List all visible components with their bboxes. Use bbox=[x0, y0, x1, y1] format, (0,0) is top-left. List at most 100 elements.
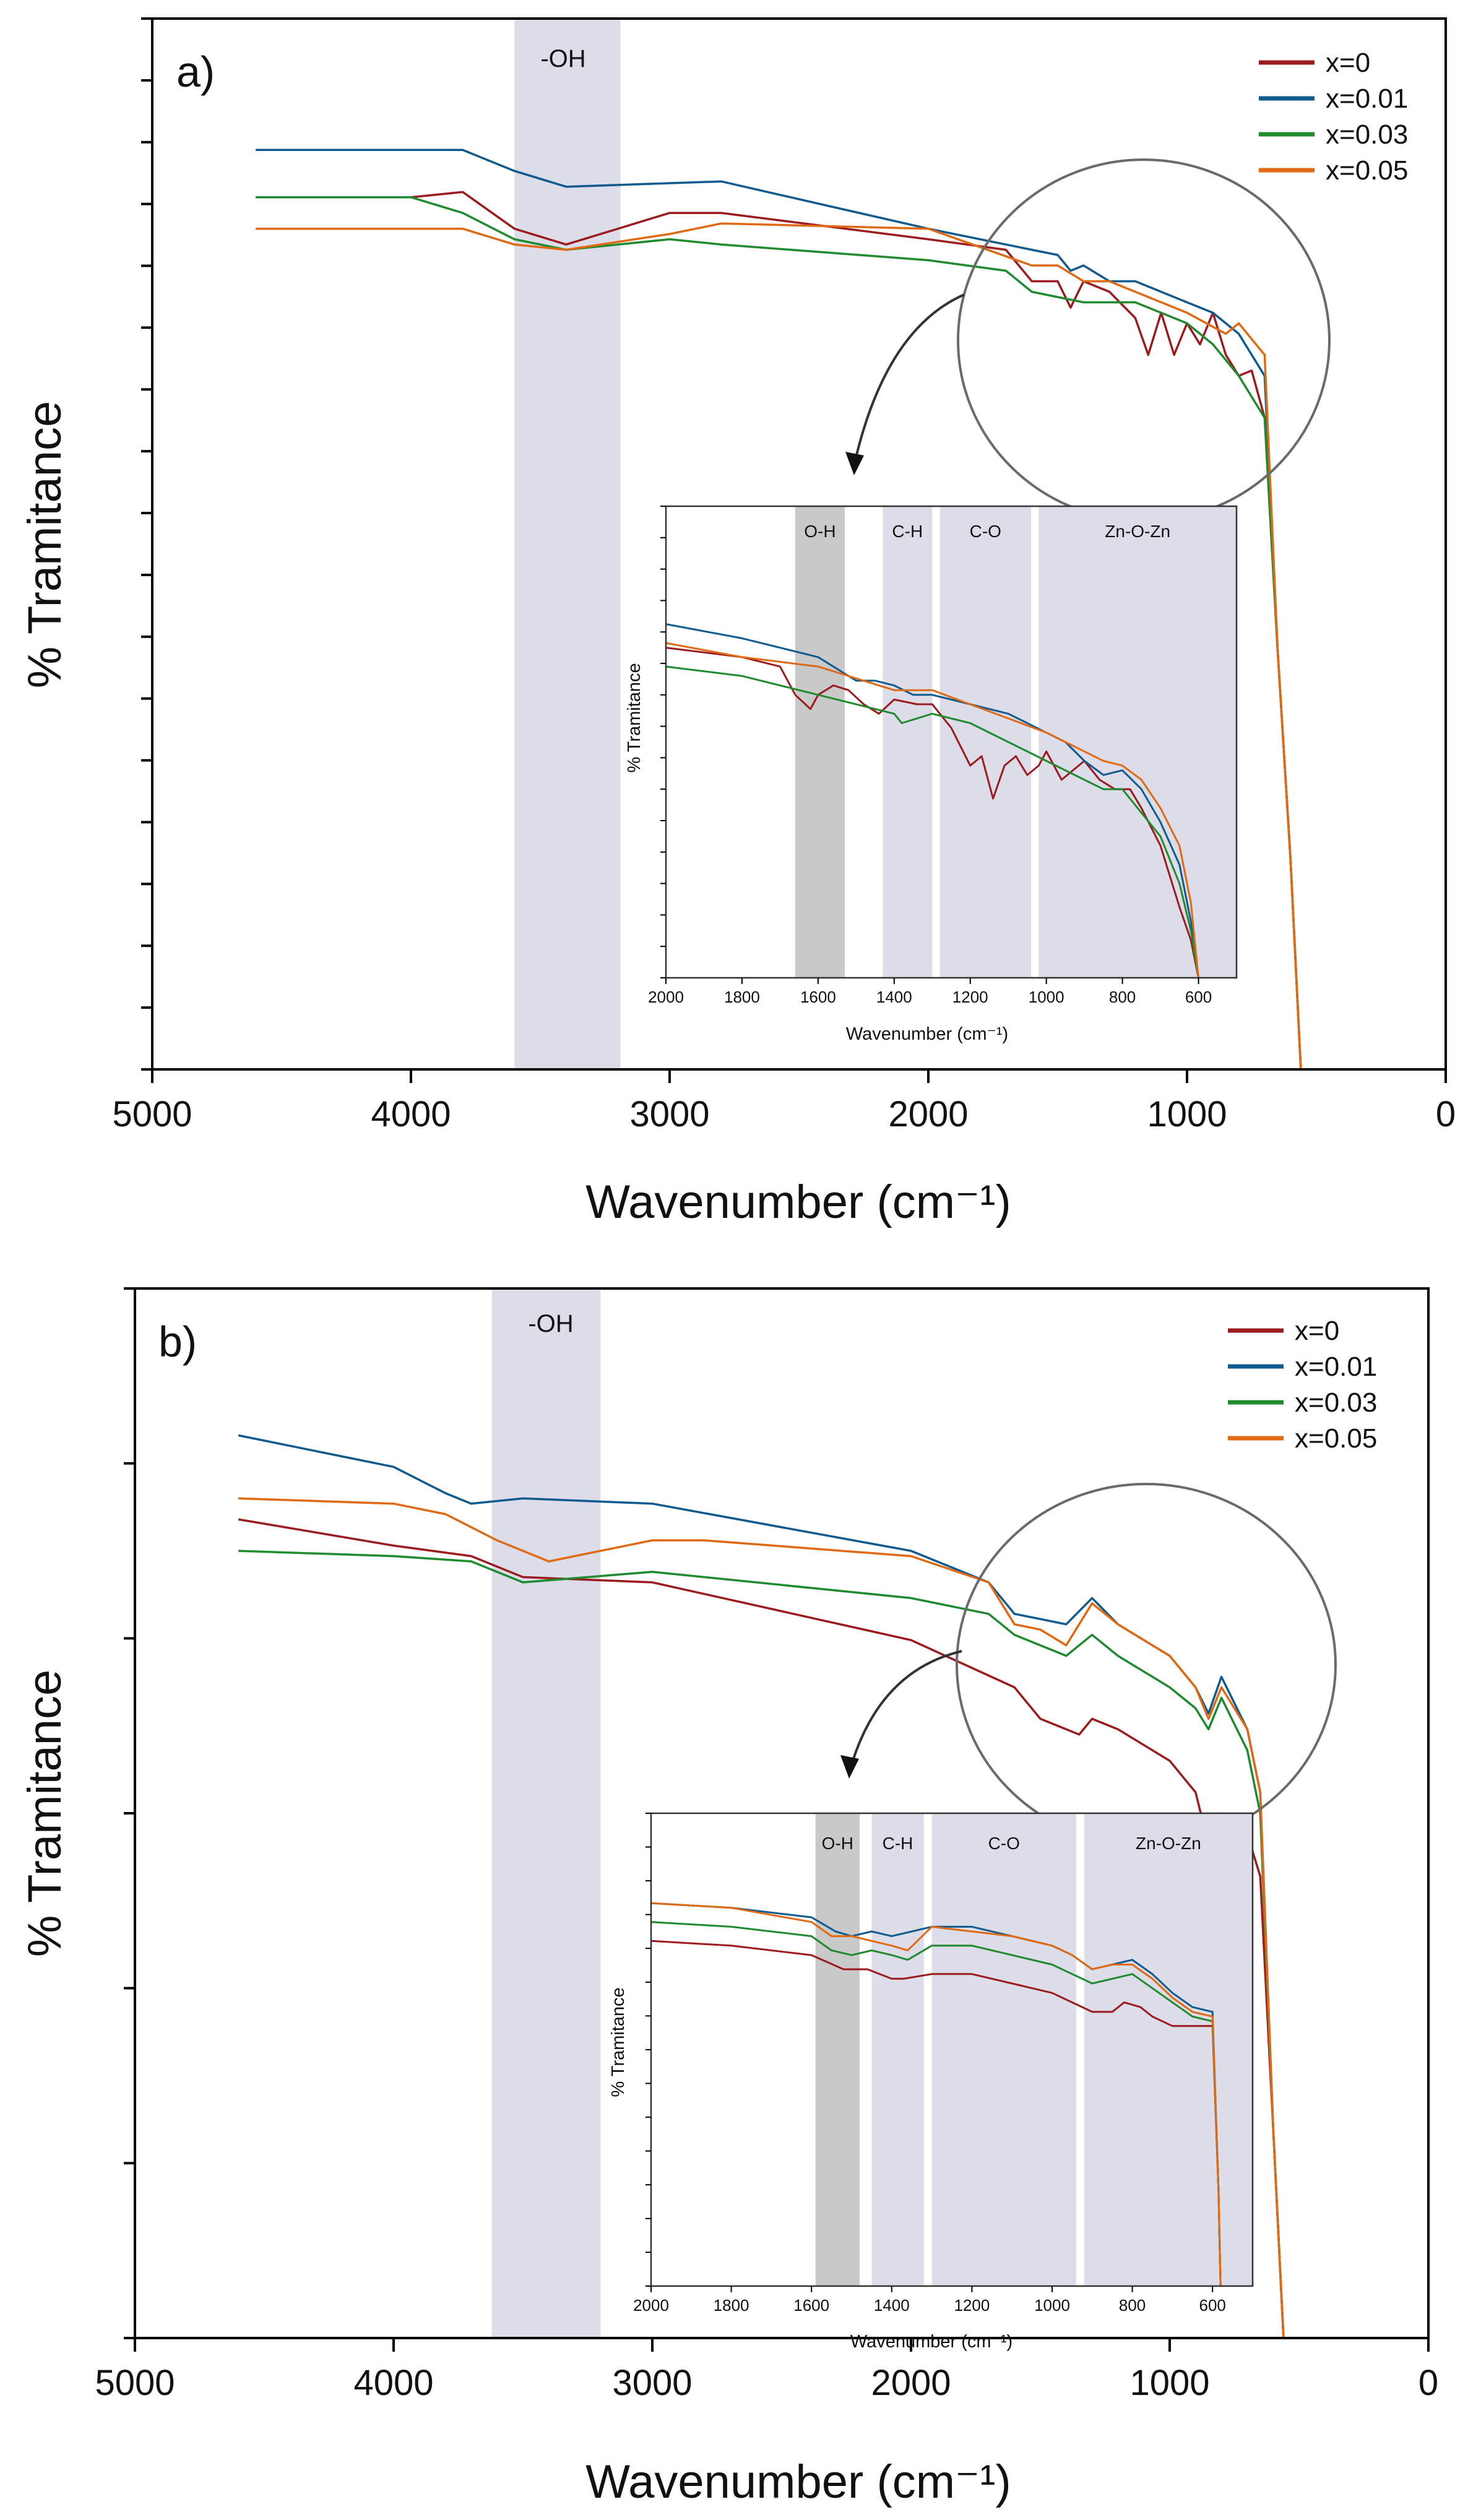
panel-b-inset-band-label-1: O-H bbox=[822, 1834, 853, 1853]
panel-a-inset-x-ticks: 2000 1800 1600 1400 1200 1000 800 600 bbox=[648, 978, 1212, 1006]
panel-a-series-x-0 bbox=[256, 191, 1302, 1070]
panel-a-inset-band-2 bbox=[883, 506, 933, 978]
panel-b-series-x-0-03 bbox=[238, 1550, 1285, 2339]
panel-a-inset-series bbox=[665, 623, 1199, 978]
panel-a-label: a) bbox=[176, 48, 215, 96]
panel-b-inset-band-label-4: Zn-O-Zn bbox=[1136, 1834, 1201, 1853]
panel-a: 5000 4000 3000 2000 1000 0 a) -OH Wavenumber … bbox=[19, 17, 1456, 1228]
panel-b-inset-x-axis-label: Wavenumber (cm⁻¹) bbox=[850, 2332, 1012, 2352]
panel-b-inset-x-tick-label: 1600 bbox=[793, 2296, 829, 2315]
panel-b-inset-x-ticks: 2000 1800 1600 1400 1200 1000 800 600 bbox=[633, 2286, 1226, 2315]
panel-a-series-x-0-01 bbox=[256, 149, 1302, 1070]
panel-a-inset-band-label-4: Zn-O-Zn bbox=[1105, 522, 1170, 541]
panel-a-inset-x-tick-label: 1000 bbox=[1029, 988, 1064, 1006]
panel-a-inset-y-ticks bbox=[660, 506, 666, 978]
panel-b-y-axis-label: % Tramitance bbox=[19, 1670, 71, 1957]
panel-a-frame bbox=[151, 17, 1447, 1071]
panel-b-inset-band-4 bbox=[1084, 1813, 1253, 2286]
panel-a-inset-frame bbox=[665, 505, 1238, 979]
legend-label-x-0: x=0 bbox=[1326, 48, 1370, 78]
panel-a-inset-band-4 bbox=[1038, 506, 1237, 978]
panel-b-x-tick-label: 1000 bbox=[1129, 2363, 1209, 2403]
panel-a-inset-x-tick-label: 1200 bbox=[952, 988, 988, 1006]
panel-a-inset-band-label-2: C-H bbox=[892, 522, 923, 541]
panel-a-x-ticks: 5000 4000 3000 2000 1000 0 bbox=[112, 1069, 1456, 1134]
panel-b-zoom-arrow bbox=[849, 1650, 962, 1769]
panel-b-inset-x-tick-label: 1400 bbox=[874, 2296, 910, 2315]
panel-a-inset-x-tick-label: 1800 bbox=[724, 988, 760, 1006]
panel-b-x-tick-label: 2000 bbox=[871, 2363, 951, 2403]
panel-b-series-x-0-05 bbox=[238, 1497, 1285, 2339]
panel-b-bands bbox=[491, 1288, 601, 2338]
panel-b-inset-x-tick-label: 800 bbox=[1119, 2296, 1146, 2315]
panel-b-inset-y-axis-label: % Tramitance bbox=[608, 1987, 628, 2097]
panel-b-band-1 bbox=[491, 1288, 601, 2338]
panel-a-x-tick-label: 2000 bbox=[888, 1094, 968, 1134]
panel-b-zoom-arrowhead bbox=[840, 1755, 859, 1779]
panel-b-label: b) bbox=[158, 1318, 197, 1366]
panel-a-inset-x-axis-label: Wavenumber (cm⁻¹) bbox=[846, 1024, 1008, 1044]
legend-label-x-0-05: x=0.05 bbox=[1326, 155, 1408, 186]
panel-b-inset-band-label-2: C-H bbox=[883, 1834, 913, 1853]
panel-a-inset-series-x-0-01 bbox=[665, 623, 1199, 978]
panel-a-bands bbox=[514, 19, 621, 1069]
panel-b-series-x-0-01 bbox=[238, 1434, 1285, 2339]
panel-b-x-axis-label: Wavenumber (cm⁻¹) bbox=[585, 2456, 1011, 2508]
panel-b-inset-x-tick-label: 1800 bbox=[714, 2296, 749, 2315]
panel-b-inset-band-3 bbox=[931, 1813, 1076, 2286]
panel-b: 5000 4000 3000 2000 1000 0 b) -OH Wavenumber … bbox=[19, 1287, 1438, 2508]
panel-a-x-axis-label: Wavenumber (cm⁻¹) bbox=[585, 1176, 1011, 1228]
panel-b-inset-x-tick-label: 1200 bbox=[954, 2296, 990, 2315]
panel-a-series-x-0-03 bbox=[256, 196, 1302, 1070]
panel-b-inset-x-tick-label: 2000 bbox=[633, 2296, 669, 2315]
legend-label-x-0-03: x=0.03 bbox=[1326, 119, 1408, 150]
panel-b-inset-bands bbox=[815, 1813, 1253, 2286]
panel-a-inset-series-x-0-05 bbox=[665, 642, 1199, 978]
legend-label-x-0-01: x=0.01 bbox=[1295, 1352, 1377, 1382]
legend-label-x-0: x=0 bbox=[1295, 1316, 1339, 1346]
panel-b-x-tick-label: 0 bbox=[1418, 2363, 1438, 2403]
panel-a-y-axis-label: % Tramitance bbox=[19, 401, 71, 689]
panel-b-x-tick-label: 5000 bbox=[95, 2363, 175, 2403]
panel-a-series-x-0-05 bbox=[256, 222, 1302, 1070]
panel-a-y-ticks bbox=[141, 17, 152, 1071]
panel-a-inset-x-tick-label: 1600 bbox=[800, 988, 836, 1006]
panel-a-inset-band-label-3: C-O bbox=[970, 522, 1001, 541]
panel-a-legend: x=0 x=0.01 x=0.03 x=0.05 bbox=[1259, 48, 1408, 186]
panel-a-band-label-oh: -OH bbox=[540, 45, 585, 72]
panel-b-band-label-oh: -OH bbox=[528, 1310, 573, 1337]
panel-b-inset-series-x-0-03 bbox=[650, 1921, 1222, 2287]
panel-a-x-tick-label: 1000 bbox=[1147, 1094, 1227, 1134]
legend-label-x-0-03: x=0.03 bbox=[1295, 1387, 1377, 1418]
panel-a-series bbox=[256, 149, 1302, 1070]
panel-a-x-tick-label: 3000 bbox=[629, 1094, 709, 1134]
panel-a-inset-series-x-0-03 bbox=[665, 665, 1199, 978]
panel-a-x-tick-label: 4000 bbox=[371, 1094, 451, 1134]
panel-b-inset-series bbox=[650, 1902, 1222, 2287]
panel-a-inset-bands bbox=[795, 506, 1237, 978]
panel-b-inset-band-1 bbox=[815, 1813, 860, 2286]
panel-b-inset-series-x-0 bbox=[650, 1940, 1222, 2287]
panel-b-inset-x-tick-label: 600 bbox=[1199, 2296, 1226, 2315]
panel-b-inset-band-2 bbox=[871, 1813, 924, 2286]
panel-b-zoom-circle bbox=[956, 1483, 1337, 1847]
panel-b-inset-x-tick-label: 1000 bbox=[1034, 2296, 1070, 2315]
panel-a-inset-series-x-0 bbox=[665, 647, 1199, 978]
panel-a-inset-x-tick-label: 1400 bbox=[876, 988, 912, 1006]
panel-a-inset-band-3 bbox=[939, 506, 1032, 978]
panel-a-band-1 bbox=[514, 19, 621, 1069]
panel-a-inset-x-tick-label: 800 bbox=[1109, 988, 1136, 1006]
panel-b-legend: x=0 x=0.01 x=0.03 x=0.05 bbox=[1228, 1316, 1377, 1454]
panel-a-inset-x-tick-label: 2000 bbox=[648, 988, 684, 1006]
panel-b-inset-band-label-3: C-O bbox=[988, 1834, 1020, 1853]
panel-b-x-ticks: 5000 4000 3000 2000 1000 0 bbox=[95, 2338, 1438, 2403]
panel-b-y-ticks bbox=[124, 1287, 135, 2339]
panel-a-zoom-arrowhead bbox=[845, 452, 864, 475]
panel-a-inset-band-1 bbox=[795, 506, 845, 978]
legend-label-x-0-05: x=0.05 bbox=[1295, 1423, 1377, 1454]
panel-a-inset-band-labels: O-H C-H C-O Zn-O-Zn bbox=[804, 522, 1170, 541]
panel-a-inset-band-label-1: O-H bbox=[804, 522, 835, 541]
panel-a-zoom-arrow bbox=[853, 293, 965, 466]
